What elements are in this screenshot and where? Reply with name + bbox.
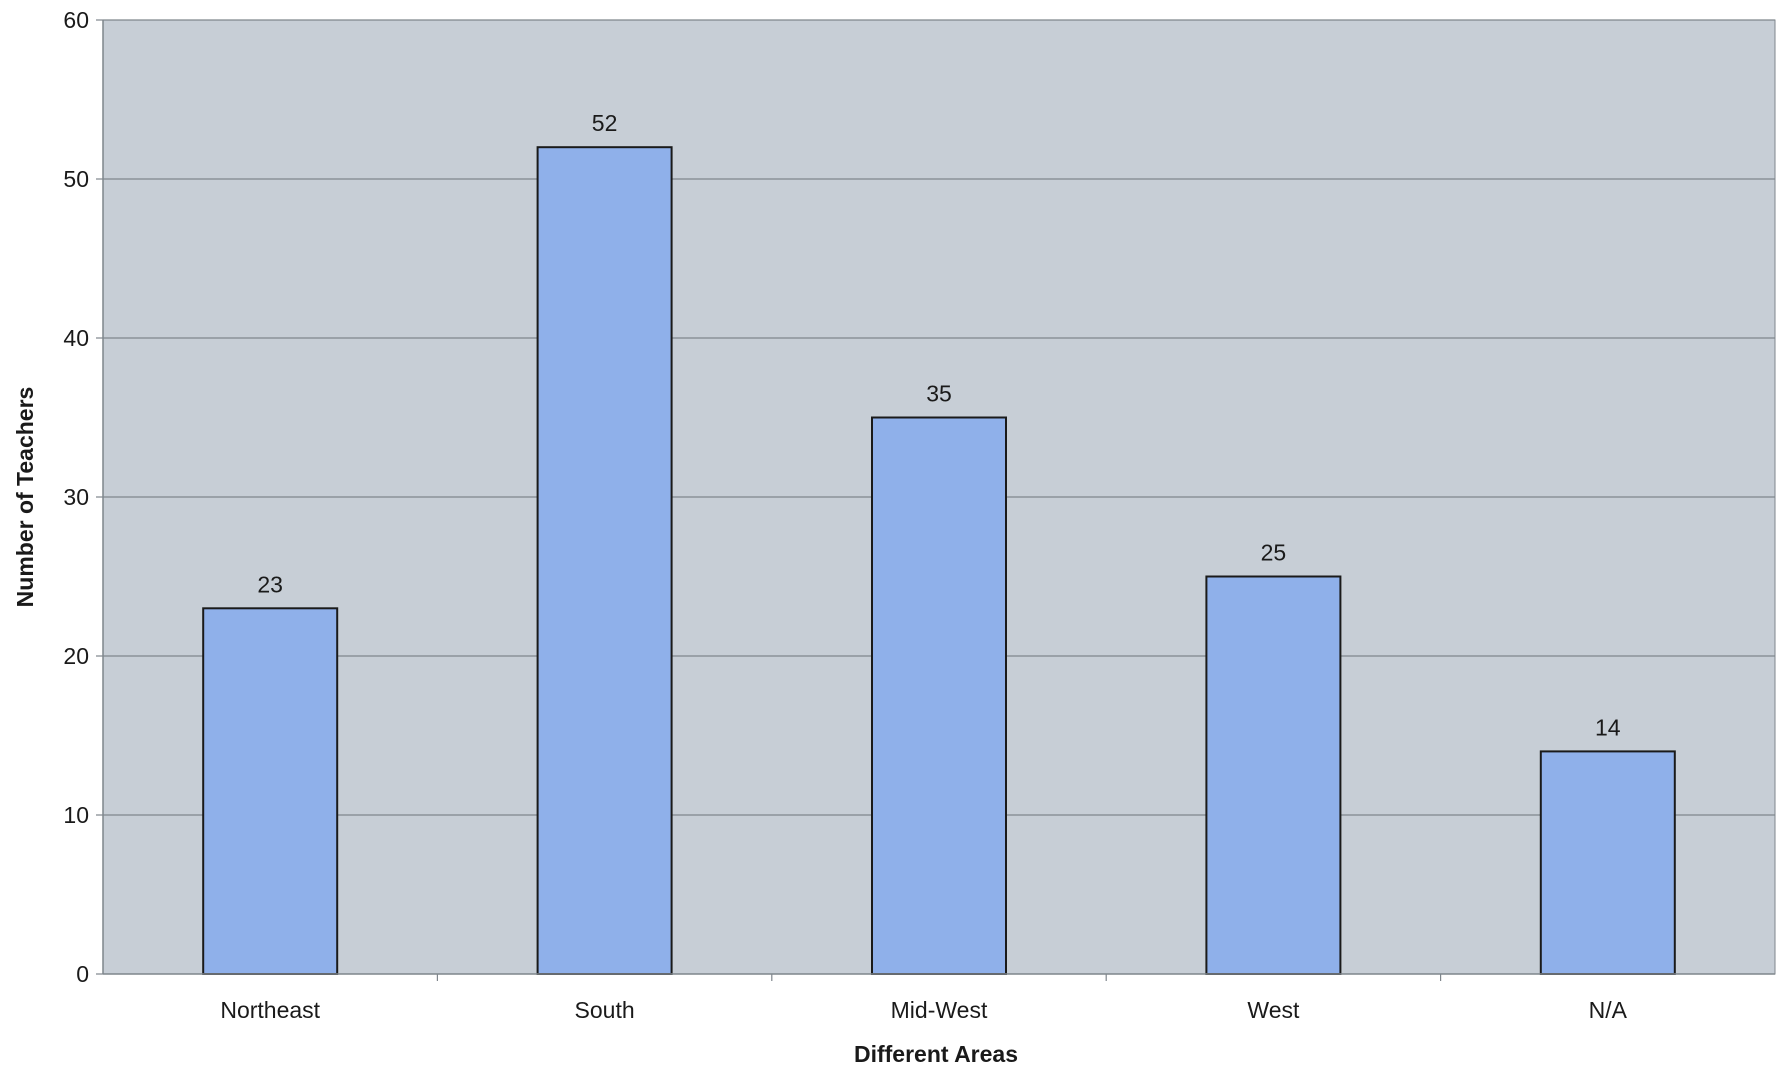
data-label: 23 xyxy=(257,571,283,597)
bar-northeast xyxy=(202,607,339,975)
data-labels: 23 52 35 25 14 xyxy=(257,110,1620,740)
x-tick-label: West xyxy=(1247,997,1300,1023)
y-tick-label: 60 xyxy=(63,7,89,33)
y-tick-label: 40 xyxy=(63,325,89,351)
bar-west xyxy=(1205,575,1342,975)
y-tick-label: 50 xyxy=(63,166,89,192)
x-tick-label: Northeast xyxy=(220,997,320,1023)
y-tick-label: 20 xyxy=(63,643,89,669)
data-label: 35 xyxy=(926,381,952,407)
x-tick-label: South xyxy=(575,997,635,1023)
bar-n-a xyxy=(1539,750,1676,976)
bar-mid-west xyxy=(871,416,1007,975)
y-tick-label: 0 xyxy=(76,961,89,987)
data-label: 52 xyxy=(592,110,618,136)
gridlines xyxy=(103,19,1775,816)
y-tick-label: 30 xyxy=(63,484,89,510)
x-axis-title: Different Areas xyxy=(854,1041,1018,1067)
y-tick-label: 10 xyxy=(63,802,89,828)
bars xyxy=(202,146,1676,976)
x-axis-ticks: Northeast South Mid-West West N/A xyxy=(220,974,1628,1023)
bar-south xyxy=(536,146,673,975)
data-label: 25 xyxy=(1261,540,1287,566)
x-tick-label: N/A xyxy=(1589,997,1628,1023)
y-axis-ticks: 0 10 20 30 40 50 60 xyxy=(63,7,103,987)
y-axis-title: Number of Teachers xyxy=(12,387,38,608)
data-label: 14 xyxy=(1595,714,1621,740)
x-tick-label: Mid-West xyxy=(891,997,988,1023)
